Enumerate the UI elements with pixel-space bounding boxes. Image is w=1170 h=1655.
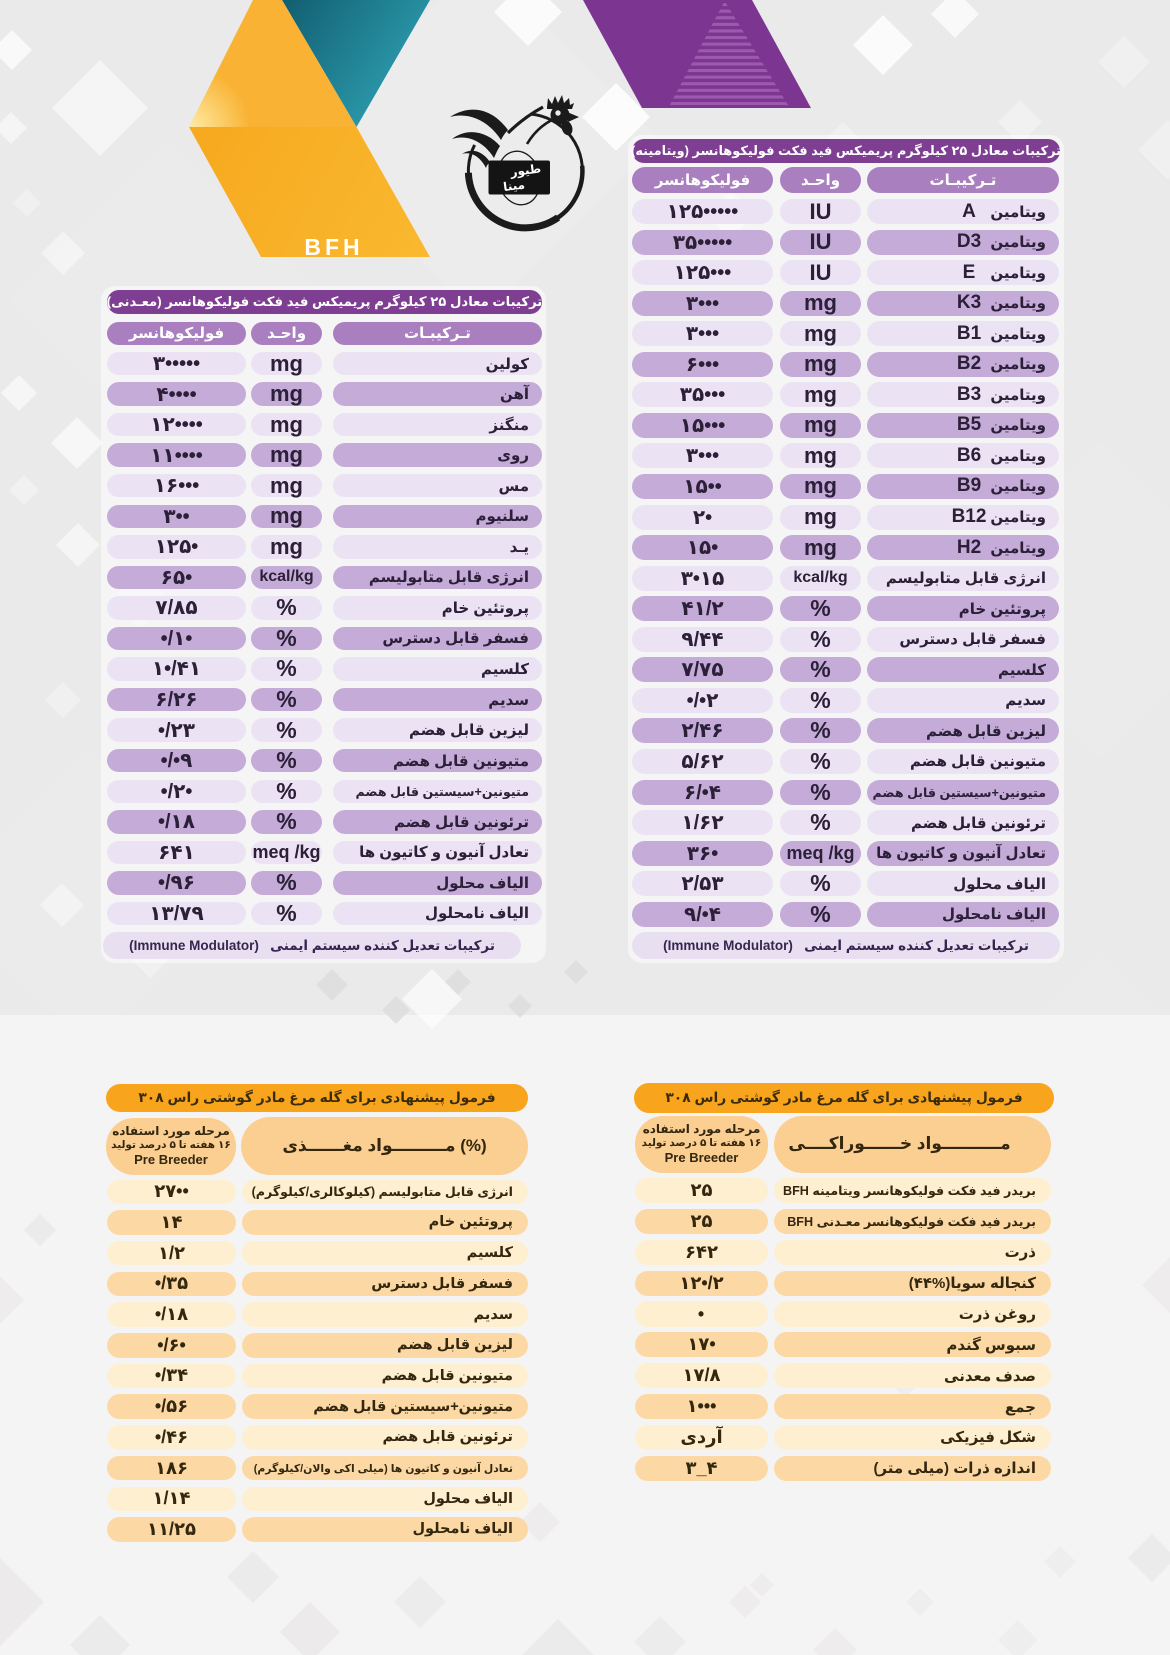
- svg-text:مینا: مینا: [502, 178, 525, 195]
- svg-text:طیور: طیور: [509, 161, 542, 180]
- svg-text:BFH: BFH: [304, 234, 363, 260]
